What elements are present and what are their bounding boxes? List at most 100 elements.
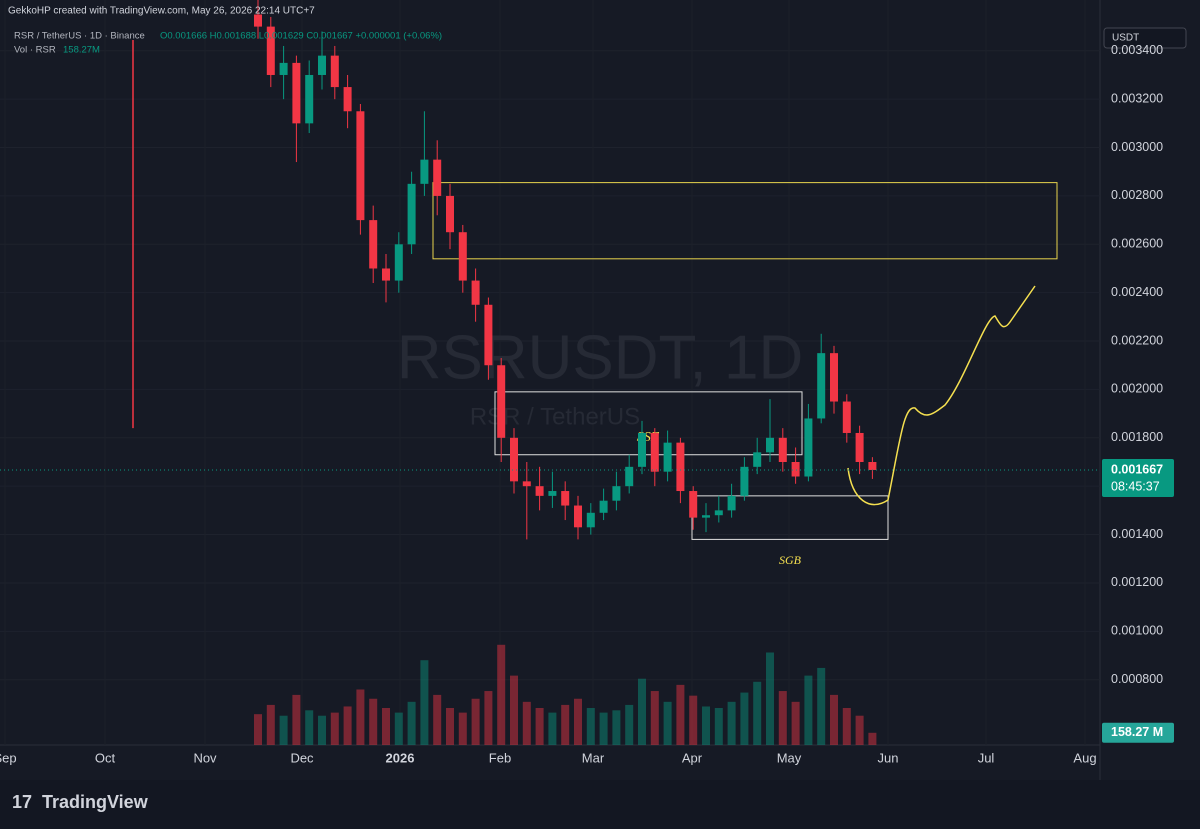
candle-body bbox=[804, 418, 813, 477]
volume-bar bbox=[586, 708, 595, 745]
volume-label-box bbox=[1102, 722, 1174, 743]
candle-body bbox=[266, 26, 275, 75]
x-tick-label: Aug bbox=[1073, 750, 1096, 765]
candle-body bbox=[778, 437, 787, 462]
y-tick-label: 0.001400 bbox=[1111, 527, 1163, 541]
volume-bar bbox=[471, 698, 480, 745]
currency-button[interactable] bbox=[1103, 27, 1187, 49]
x-tick-label: 2026 bbox=[386, 750, 415, 765]
x-tick-label: Oct bbox=[95, 750, 116, 765]
candle-body bbox=[382, 268, 390, 281]
candle-body bbox=[766, 437, 774, 453]
candle-body bbox=[599, 500, 608, 513]
volume-bar bbox=[625, 704, 634, 745]
volume-bar bbox=[855, 715, 864, 745]
volume-legend: Vol · RSR bbox=[14, 45, 56, 56]
candle-body bbox=[663, 442, 672, 472]
y-tick-label: 0.002000 bbox=[1111, 382, 1163, 396]
volume-bar bbox=[574, 698, 582, 745]
volume-bar bbox=[369, 698, 378, 745]
volume-bar bbox=[254, 714, 262, 745]
candle-body bbox=[753, 452, 762, 467]
candle-body bbox=[650, 432, 659, 472]
volume-bar bbox=[330, 712, 339, 745]
candle-body bbox=[254, 14, 262, 27]
candle-body bbox=[535, 486, 544, 496]
volume-bar bbox=[830, 694, 838, 745]
volume-bar bbox=[484, 691, 493, 745]
y-tick-label: 0.001000 bbox=[1111, 624, 1163, 638]
y-tick-label: 0.002600 bbox=[1111, 237, 1163, 251]
volume-bar bbox=[497, 644, 506, 745]
candle-body bbox=[484, 304, 493, 366]
candle-body bbox=[676, 442, 685, 492]
candle-body bbox=[369, 220, 378, 269]
logo-mark: 17 bbox=[12, 792, 32, 812]
volume-legend-value: 158.27M bbox=[63, 45, 100, 56]
volume-bar bbox=[561, 704, 570, 745]
candle-body bbox=[330, 55, 339, 88]
volume-bar bbox=[650, 691, 659, 745]
volume-bar bbox=[433, 694, 442, 745]
candle-body bbox=[830, 353, 838, 402]
y-tick-label: 0.003200 bbox=[1111, 91, 1163, 105]
y-tick-label: 0.001800 bbox=[1111, 430, 1163, 444]
volume-bar bbox=[868, 732, 877, 745]
countdown: 08:45:37 bbox=[1111, 479, 1160, 493]
watermark: RSRUSDT, 1D bbox=[397, 323, 804, 392]
volume-bar bbox=[318, 715, 326, 745]
volume-bar bbox=[817, 667, 826, 745]
candle-body bbox=[740, 466, 749, 496]
x-tick-label: Apr bbox=[682, 750, 703, 765]
ohlc: O0.001666 H0.001688 L0.001629 C0.001667 … bbox=[160, 31, 442, 42]
volume-bar bbox=[766, 652, 774, 745]
volume-bar bbox=[458, 712, 467, 745]
candle-body bbox=[318, 55, 326, 75]
volume-bar bbox=[676, 684, 685, 745]
footer-bar bbox=[0, 780, 1200, 829]
volume-bar bbox=[842, 708, 851, 745]
candle-body bbox=[561, 491, 570, 506]
candle-body bbox=[305, 74, 314, 124]
volume-bar bbox=[599, 712, 608, 745]
symbol: RSR / TetherUS · 1D · Binance bbox=[14, 31, 145, 42]
candle-body bbox=[343, 87, 352, 112]
candle-body bbox=[407, 183, 416, 245]
candle-body bbox=[638, 432, 646, 467]
volume-last-label: 158.27 M bbox=[1111, 725, 1163, 739]
volume-bar bbox=[292, 694, 301, 745]
zone bbox=[432, 182, 1058, 260]
candle-body bbox=[446, 195, 454, 233]
candle-body bbox=[727, 495, 736, 511]
currency[interactable]: USDT bbox=[1112, 33, 1139, 44]
candle-body bbox=[471, 280, 480, 305]
y-tick-label: 0.002800 bbox=[1111, 188, 1163, 202]
volume-bar bbox=[714, 708, 723, 745]
candle-body bbox=[625, 466, 634, 487]
zone bbox=[494, 391, 803, 456]
candle-body bbox=[279, 62, 288, 75]
candle-body bbox=[356, 111, 365, 221]
volume-bar bbox=[343, 706, 352, 745]
last-price-label: 0.001667 bbox=[1111, 462, 1163, 476]
volume-bar bbox=[305, 710, 314, 745]
candle-body bbox=[458, 232, 467, 281]
candle-body bbox=[574, 505, 582, 528]
projection-path bbox=[847, 285, 1036, 506]
x-tick-label: Nov bbox=[193, 750, 217, 765]
volume-bar bbox=[702, 706, 710, 745]
volume-bar bbox=[510, 675, 518, 745]
x-tick-label: Feb bbox=[489, 750, 511, 765]
candle-body bbox=[612, 486, 621, 501]
y-tick-label: 0.001200 bbox=[1111, 575, 1163, 589]
credit: GekkoHP created with TradingView.com, Ma… bbox=[8, 6, 315, 17]
volume-bar bbox=[689, 695, 698, 745]
volume-bar bbox=[279, 715, 288, 745]
y-tick-label: 0.000800 bbox=[1111, 672, 1163, 686]
candle-body bbox=[702, 515, 710, 518]
candle-body bbox=[586, 512, 595, 528]
volume-bar bbox=[356, 689, 365, 745]
last-price-box bbox=[1102, 458, 1174, 497]
candle-body bbox=[548, 491, 557, 496]
